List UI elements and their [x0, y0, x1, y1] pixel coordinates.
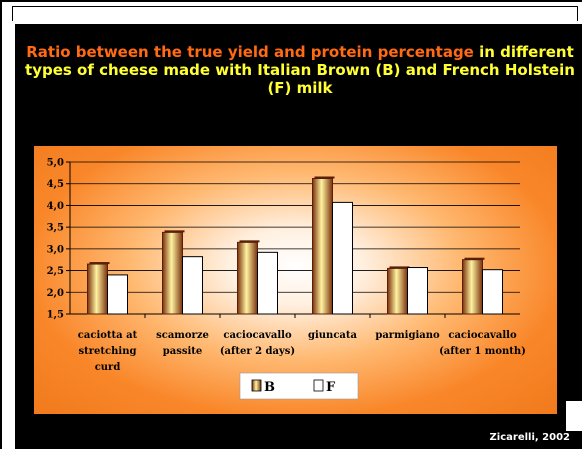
bar-f: [407, 267, 428, 315]
bar-b-top: [239, 240, 260, 243]
bar-b-top: [314, 176, 335, 179]
y-tick-labels: 5,0 4,5 4,0 3,5 3,0 2,5 2,0 1,5: [47, 158, 64, 321]
x-tick-label: caciotta at stretching curd: [78, 330, 138, 373]
title-rest: in different types of cheese made with I…: [25, 43, 575, 97]
legend-swatch-f: [313, 379, 324, 392]
slide-top-border: [12, 6, 578, 21]
y-tick-label: 1,5: [47, 310, 64, 321]
bars: [87, 176, 503, 315]
x-tick-labels: caciotta at stretching curd scamorze passite…: [78, 330, 526, 373]
bar-b-top: [389, 266, 410, 269]
bar-f: [257, 251, 278, 315]
bar-b: [312, 178, 333, 315]
legend-swatch-b: [251, 379, 262, 392]
y-tick-label: 3,5: [47, 223, 64, 234]
y-tick-label: 4,0: [47, 201, 64, 212]
bar-b-top: [89, 262, 110, 265]
y-tick-label: 5,0: [47, 158, 64, 169]
bar-b: [162, 231, 183, 315]
axes: [66, 161, 520, 318]
title-highlight: Ratio between the true yield and protein…: [26, 43, 474, 61]
slide-edge-notch: [566, 400, 582, 431]
bar-f: [107, 274, 128, 315]
chart-title: Ratio between the true yield and protein…: [22, 43, 578, 97]
y-tick-label: 3,0: [47, 244, 64, 255]
legend-label: B: [264, 380, 275, 395]
bar-b-top: [164, 230, 185, 233]
bar-b: [462, 259, 483, 315]
y-tick-label: 4,5: [47, 179, 64, 190]
legend-label: F: [326, 380, 336, 395]
bar-f: [182, 256, 203, 315]
grid-lines: [70, 161, 520, 315]
x-tick-label: parmigiano: [375, 330, 440, 341]
bar-b-top: [464, 257, 485, 260]
bar-b: [387, 267, 408, 315]
y-tick-label: 2,0: [47, 288, 64, 299]
bar-f: [482, 269, 503, 315]
bar-f: [332, 201, 353, 315]
bar-b: [237, 241, 258, 315]
y-tick-label: 2,5: [47, 266, 64, 277]
source-credit: Zicarelli, 2002: [489, 432, 570, 443]
x-tick-label: scamorze passite: [156, 330, 209, 357]
x-tick-label: giuncata: [308, 330, 358, 341]
x-tick-label: caciocavallo (after 2 days): [220, 330, 295, 357]
bar-b: [87, 263, 108, 315]
x-tick-label: caciocavallo (after 1 month): [439, 330, 526, 357]
